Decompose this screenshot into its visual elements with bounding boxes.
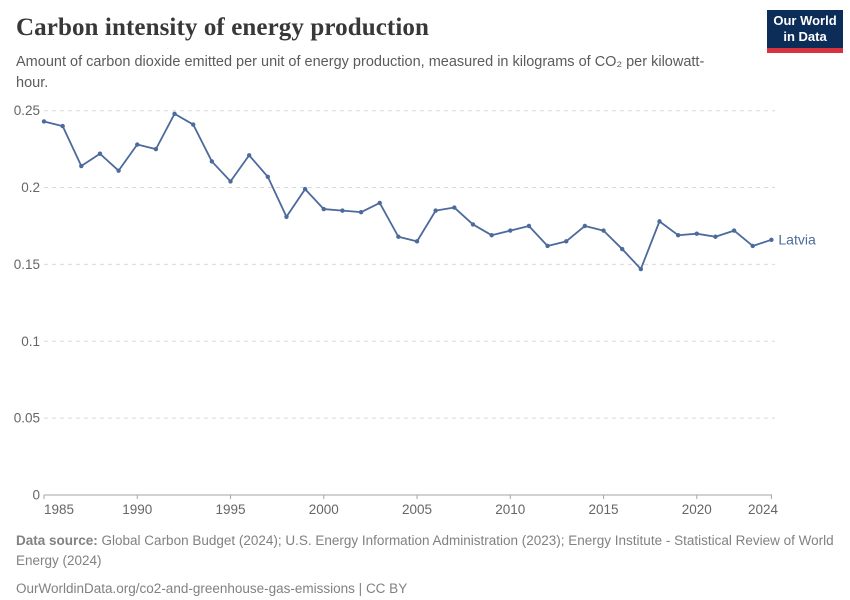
data-point[interactable] (694, 231, 699, 236)
data-point[interactable] (228, 179, 233, 184)
data-point[interactable] (284, 214, 289, 219)
owid-logo-line1: Our World (773, 12, 837, 28)
data-point[interactable] (675, 233, 681, 238)
data-point[interactable] (731, 228, 737, 233)
data-point[interactable] (135, 142, 140, 147)
data-point[interactable] (172, 111, 177, 116)
data-source-label: Data source: (16, 533, 98, 548)
data-point[interactable] (582, 223, 588, 229)
data-source-note: Data source: Global Carbon Budget (2024)… (16, 531, 834, 572)
data-point[interactable] (60, 123, 65, 129)
owid-logo-line2: in Data (783, 29, 827, 44)
data-point[interactable] (153, 146, 159, 152)
data-point[interactable] (526, 223, 532, 229)
chart-footer: Data source: Global Carbon Budget (2024)… (16, 531, 834, 599)
y-tick-label: 0.05 (14, 411, 40, 426)
page-title: Carbon intensity of energy production (16, 14, 429, 41)
line-chart-plot-area[interactable]: 0 0.05 0.1 0.15 0.2 0.25 1985 1990 1995 2000 2005 2… (0, 95, 850, 525)
data-point[interactable] (638, 266, 644, 272)
x-tick-label: 2024 (748, 502, 779, 517)
owid-logo[interactable]: Our World in Data (767, 10, 843, 53)
data-point[interactable] (713, 234, 718, 239)
data-point[interactable] (601, 228, 606, 233)
data-point[interactable] (414, 239, 420, 244)
data-point[interactable] (489, 233, 494, 238)
license-label: CC BY (365, 580, 408, 596)
x-tick-label: 2010 (495, 502, 525, 517)
data-point[interactable] (191, 122, 196, 127)
x-tick-label: 2000 (309, 502, 339, 517)
x-tick-label: 1985 (44, 502, 74, 517)
y-tick-label: 0.2 (21, 180, 40, 195)
data-point[interactable] (321, 206, 326, 212)
data-point[interactable] (265, 174, 271, 179)
chart-subtitle: Amount of carbon dioxide emitted per uni… (16, 54, 705, 92)
data-point[interactable] (209, 159, 215, 164)
data-source-text: Global Carbon Budget (2024); U.S. Energy… (16, 533, 834, 569)
x-tick-label: 1990 (122, 502, 152, 517)
data-point[interactable] (116, 168, 121, 173)
data-point[interactable] (377, 200, 382, 206)
data-point[interactable] (246, 153, 252, 158)
y-tick-label: 0.25 (14, 103, 40, 118)
y-tick-label: 0.15 (14, 257, 40, 272)
y-tick-label: 0.1 (21, 334, 40, 349)
data-point[interactable] (545, 243, 550, 249)
x-tick-label: 2005 (402, 502, 432, 517)
owid-url-link[interactable]: OurWorldinData.org/co2-and-greenhouse-ga… (16, 580, 355, 596)
data-point[interactable] (396, 234, 401, 239)
data-point[interactable] (97, 151, 103, 156)
data-point[interactable] (564, 239, 569, 244)
data-point[interactable] (41, 119, 47, 124)
data-point[interactable] (508, 228, 513, 233)
x-tick-label: 2020 (682, 502, 712, 517)
x-tick-label: 2015 (589, 502, 619, 517)
data-point[interactable] (769, 237, 774, 243)
x-tick-label: 1995 (215, 502, 245, 517)
data-point[interactable] (302, 186, 308, 192)
data-line (43, 112, 773, 270)
y-tick-label: 0 (32, 488, 40, 503)
data-point[interactable] (433, 208, 438, 213)
footer-separator: | (354, 580, 366, 596)
data-point[interactable] (619, 246, 625, 252)
data-point[interactable] (340, 208, 345, 213)
data-point[interactable] (358, 209, 364, 215)
footer-byline: OurWorldinData.org/co2-and-greenhouse-ga… (16, 579, 834, 599)
data-point[interactable] (452, 205, 457, 210)
data-point[interactable] (470, 222, 476, 227)
series-end-label[interactable]: Latvia (778, 231, 816, 247)
data-point[interactable] (79, 163, 84, 169)
data-point[interactable] (657, 219, 662, 224)
data-point[interactable] (750, 243, 755, 249)
